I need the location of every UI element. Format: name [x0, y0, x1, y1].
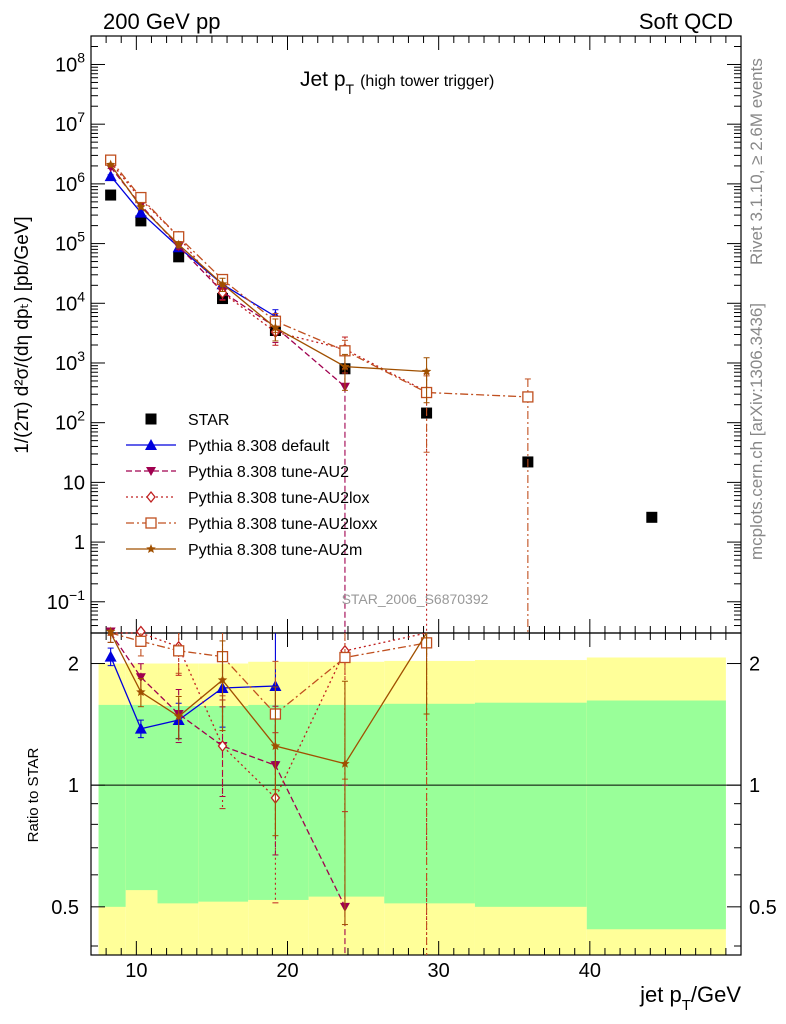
side-mcplots: mcplots.cern.ch [arXiv:1306.3436] — [747, 303, 766, 560]
band-inner — [384, 703, 475, 904]
ratio-point — [269, 679, 282, 691]
legend-label: Pythia 8.308 tune-AU2m — [188, 542, 362, 559]
ratio-point — [270, 741, 281, 751]
ratio-point — [104, 650, 117, 662]
main-point — [136, 202, 146, 211]
ratio-y-tick-label-right: 2 — [749, 654, 760, 676]
y-axis-label-main: 1/(2π) d²σ/(dη dpₜ) [pb/GeV] — [12, 216, 33, 453]
plot-title: Jet pT (high tower trigger) — [300, 68, 494, 97]
ratio-point — [135, 635, 147, 647]
legend-label: Pythia 8.308 tune-AU2lox — [188, 490, 369, 507]
ratio-panel: 10 20 30 40 0.5 0.5 1 1 2 2 — [51, 625, 777, 982]
side-rivet: Rivet 3.1.10, ≥ 2.6M events — [747, 58, 766, 265]
main-point — [270, 322, 281, 332]
ratio-series-au2m — [105, 626, 430, 926]
legend-item: Pythia 8.308 tune-AU2m — [126, 542, 362, 559]
y-tick-label: 10−1 — [47, 587, 85, 614]
ratio-point — [340, 758, 350, 768]
x-tick-label: 30 — [428, 960, 450, 982]
main-series-au2m — [105, 159, 432, 404]
legend-label: Pythia 8.308 default — [188, 438, 330, 455]
band-inner — [125, 704, 158, 891]
ratio-point — [339, 651, 351, 664]
ratio-y-tick-label: 1 — [68, 775, 79, 797]
legend-item: Pythia 8.308 tune-AU2loxx — [126, 516, 377, 533]
y-tick-label: 10 — [63, 472, 85, 494]
main-line-au2m — [110, 164, 427, 373]
legend-item: Pythia 8.308 tune-AU2lox — [126, 490, 369, 507]
legend-marker — [145, 413, 157, 425]
ratio-y-tick-label-right: 1 — [749, 775, 760, 797]
legend-item: Pythia 8.308 tune-AU2 — [126, 464, 349, 481]
watermark: STAR_2006_S6870392 — [342, 591, 489, 607]
x-axis-label: jet pT/GeV — [639, 982, 741, 1014]
main-point — [646, 511, 658, 523]
x-tick-label: 20 — [276, 960, 298, 982]
main-point — [105, 159, 116, 169]
main-line-au2lox — [110, 161, 427, 393]
header-right: Soft QCD — [639, 9, 733, 34]
band-inner — [248, 704, 309, 900]
ratio-y-tick-label: 0.5 — [51, 897, 79, 919]
main-series-au2 — [105, 163, 350, 633]
band-inner — [198, 706, 249, 902]
legend-label: Pythia 8.308 tune-AU2 — [188, 464, 349, 481]
ratio-point — [173, 645, 185, 657]
band-inner — [586, 700, 726, 930]
y-tick-label: 108 — [55, 49, 85, 76]
ratio-point — [217, 739, 228, 753]
legend-label: STAR — [188, 412, 229, 429]
ratio-point — [105, 626, 116, 636]
main-point — [340, 361, 350, 371]
main-series-au2lox — [105, 156, 432, 633]
legend: STAR Pythia 8.308 default Pythia 8.308 tun… — [126, 412, 377, 559]
ratio-y-tick-label: 2 — [68, 654, 79, 676]
x-tick-label: 10 — [125, 960, 147, 982]
main-point — [522, 391, 534, 403]
ratio-point — [173, 711, 184, 721]
main-point — [173, 239, 184, 249]
band-inner — [308, 704, 385, 897]
y-tick-label: 104 — [55, 288, 85, 315]
main-panel: 10−1 1 10 102 103 104 105 106 107 108 Jet pT (high … — [47, 35, 742, 634]
x-tick-label: 40 — [579, 960, 601, 982]
main-point — [217, 279, 228, 289]
header-left: 200 GeV pp — [103, 9, 220, 34]
main-point — [134, 206, 147, 218]
axis-labels: 1/(2π) d²σ/(dη dpₜ) [pb/GeV] Ratio to STA… — [12, 216, 741, 1014]
main-line-au2loxx — [110, 159, 528, 398]
legend-marker — [146, 490, 156, 504]
y-tick-label: 105 — [55, 229, 85, 256]
main-series-au2loxx — [105, 154, 534, 633]
y-tick-label: 103 — [55, 348, 85, 375]
ratio-point — [134, 722, 147, 734]
band-inner — [474, 702, 587, 907]
legend-item: Pythia 8.308 default — [126, 438, 330, 455]
band-inner — [98, 704, 126, 907]
y-tick-label: 106 — [55, 169, 85, 196]
legend-marker — [145, 439, 157, 450]
ratio-y-tick-label-right: 0.5 — [749, 897, 777, 919]
legend-marker — [146, 544, 156, 553]
ratio-frame — [90, 632, 742, 956]
main-point — [173, 251, 185, 263]
y-tick-label: 102 — [55, 408, 85, 435]
y-axis-label-ratio: Ratio to STAR — [25, 747, 42, 842]
y-tick-label: 1 — [74, 532, 85, 554]
band-inner — [157, 706, 199, 904]
legend-label: Pythia 8.308 tune-AU2loxx — [188, 516, 377, 533]
main-point — [104, 170, 117, 182]
legend-marker — [146, 467, 156, 476]
main-point — [105, 189, 117, 201]
legend-marker — [145, 517, 157, 529]
ratio-line-au2 — [110, 632, 346, 908]
y-tick-label: 107 — [55, 109, 85, 136]
ratio-point — [217, 675, 228, 685]
main-point — [135, 215, 147, 227]
ratio-point — [135, 673, 146, 683]
main-point — [421, 366, 432, 376]
ratio-point — [136, 687, 146, 697]
legend-item: STAR — [145, 412, 229, 429]
